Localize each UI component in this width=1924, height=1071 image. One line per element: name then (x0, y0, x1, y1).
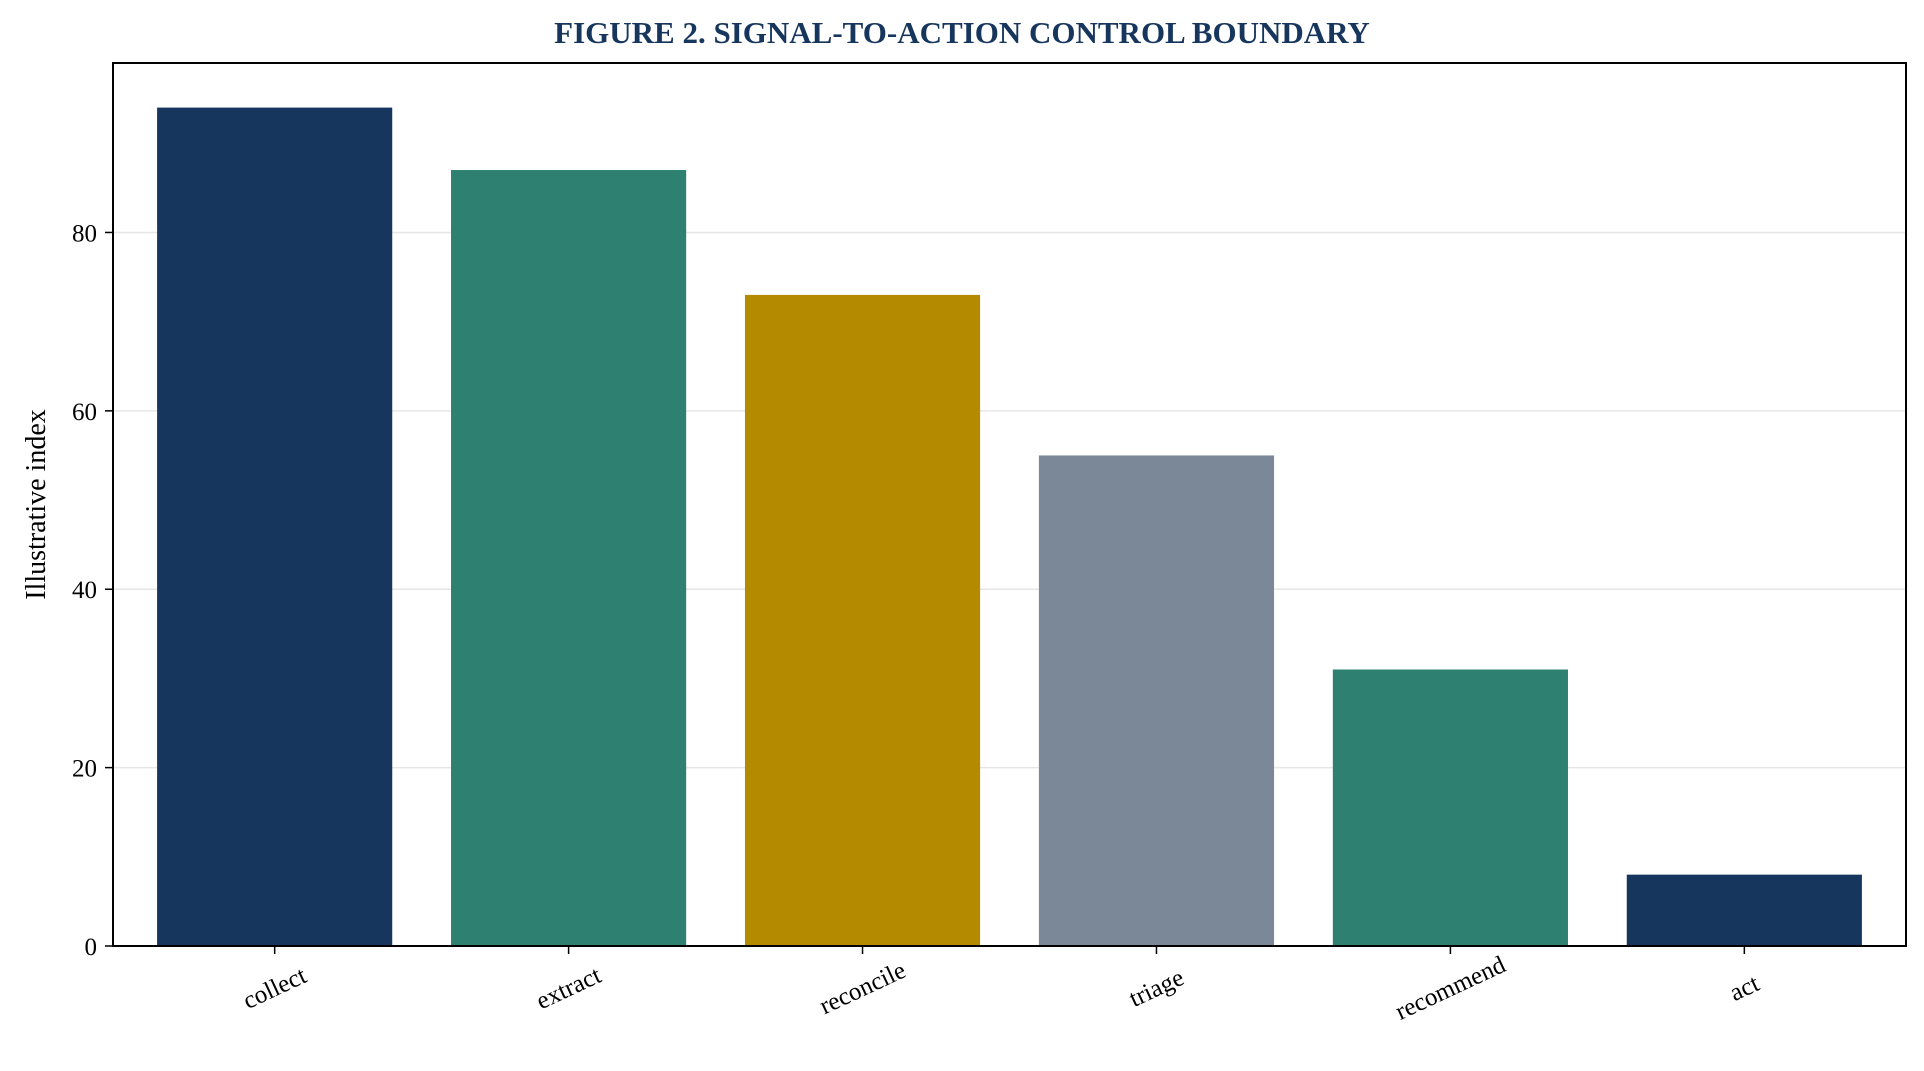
y-axis-ticks: 0 20 40 60 80 (72, 220, 113, 961)
x-tick-label-collect: collect (239, 962, 311, 1015)
grid-lines (113, 231, 1906, 769)
y-tick-label: 0 (85, 934, 98, 961)
x-tick-label-recommend: recommend (1391, 951, 1510, 1026)
x-tick-label-triage: triage (1125, 964, 1188, 1013)
y-tick-label: 40 (72, 577, 97, 604)
y-tick-label: 60 (72, 399, 97, 426)
bar-collect (157, 107, 393, 947)
x-tick-label-reconcile: reconcile (816, 957, 910, 1020)
bar-act (1626, 874, 1862, 946)
bar-triage (1038, 455, 1275, 946)
y-tick-label: 80 (72, 220, 97, 247)
bar-recommend (1332, 669, 1568, 946)
x-axis-ticks: collect extract reconcile triage recommend ac… (239, 946, 1764, 1026)
x-tick-label-act: act (1726, 970, 1764, 1007)
plot-frame (112, 62, 1907, 947)
bar-extract (451, 170, 687, 947)
y-tick-label: 20 (72, 756, 97, 783)
y-axis-label: Illustrative index (21, 409, 52, 600)
x-tick-label-extract: extract (532, 962, 605, 1015)
bars (157, 107, 1862, 947)
chart-title: FIGURE 2. SIGNAL-TO-ACTION CONTROL BOUND… (554, 15, 1370, 50)
bar-reconcile (744, 294, 981, 946)
